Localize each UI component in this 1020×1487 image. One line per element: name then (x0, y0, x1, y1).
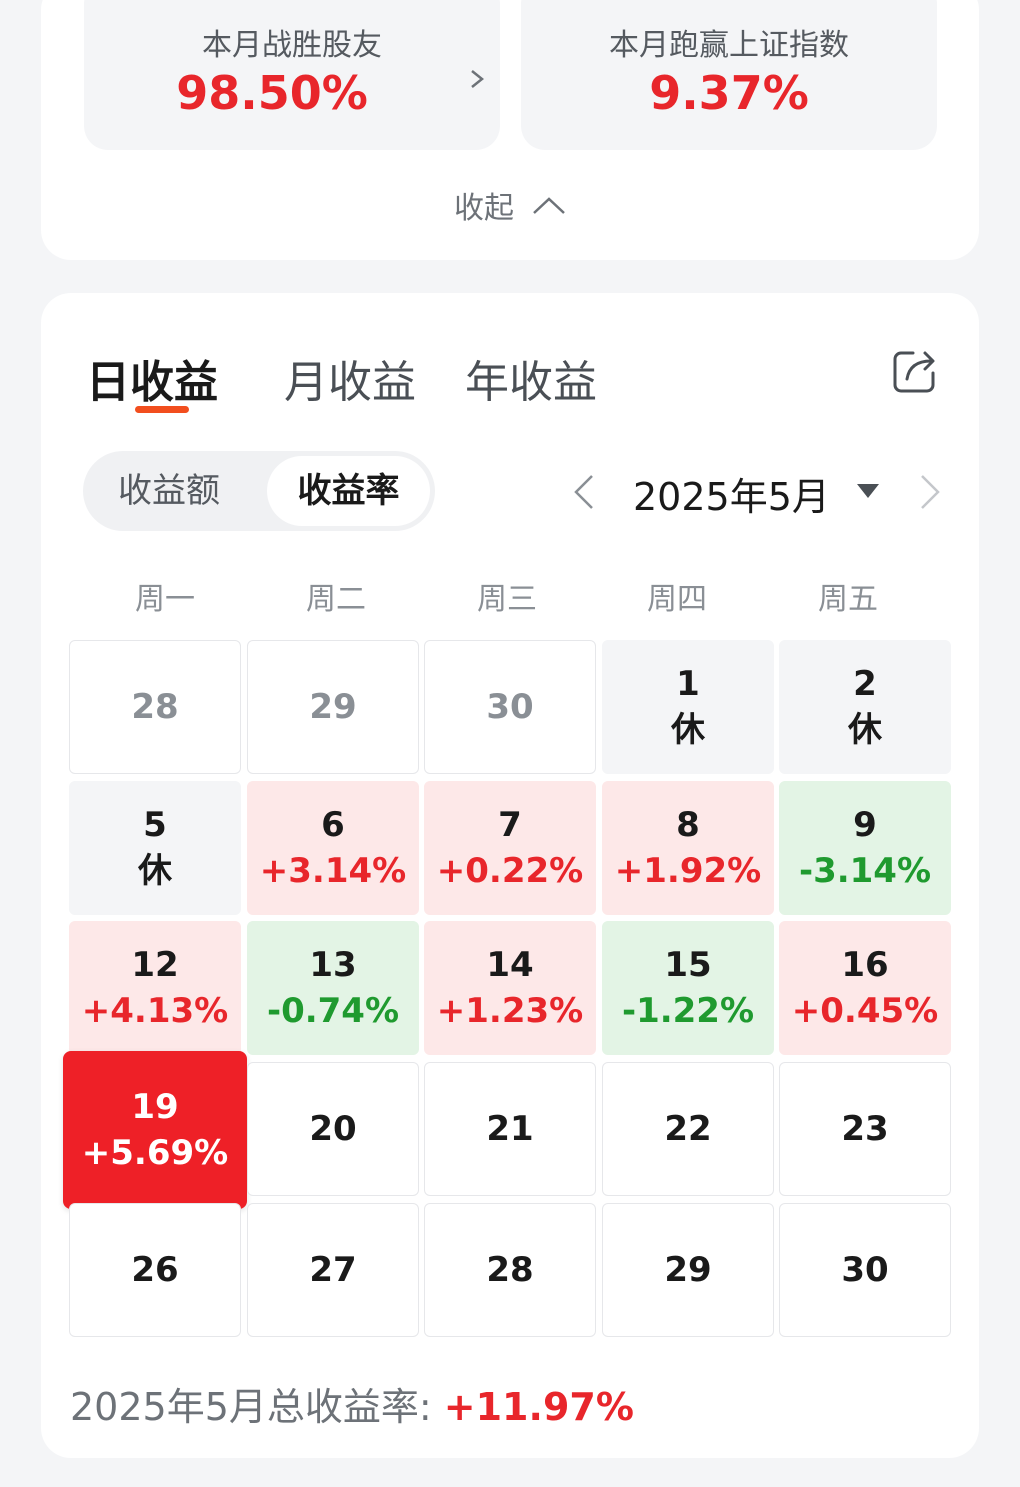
day-number: 5 (143, 802, 167, 848)
day-number: 8 (676, 802, 700, 848)
day-number: 30 (486, 684, 533, 730)
month-label[interactable]: 2025年5月 (633, 466, 830, 521)
calendar-day-cell[interactable]: 30 (424, 640, 596, 774)
chevron-left-icon[interactable] (570, 472, 598, 512)
calendar-day-cell[interactable]: 14 +1.23% (424, 921, 596, 1055)
calendar-day-cell[interactable]: 6 +3.14% (247, 781, 419, 915)
day-return: +4.13% (82, 988, 228, 1034)
holiday-label: 休 (671, 707, 705, 753)
day-number: 14 (486, 942, 533, 988)
beat-index-label: 本月跑赢上证指数 (521, 20, 937, 64)
day-number: 7 (498, 802, 522, 848)
day-number: 29 (664, 1247, 711, 1293)
day-number: 9 (853, 802, 877, 848)
collapse-label: 收起 (454, 183, 514, 227)
month-total: 2025年5月总收益率: +11.97% (70, 1376, 634, 1431)
day-number: 12 (131, 942, 178, 988)
calendar-day-cell[interactable]: 27 (247, 1203, 419, 1337)
calendar-day-cell[interactable]: 28 (424, 1203, 596, 1337)
weekday-mon: 周一 (79, 574, 251, 618)
month-total-label: 2025年5月总收益率: (70, 1385, 432, 1429)
day-number: 23 (841, 1106, 888, 1152)
day-number: 19 (131, 1084, 178, 1130)
toggle-rate[interactable]: 收益率 (267, 456, 430, 526)
triangle-down-icon[interactable] (855, 482, 881, 500)
calendar-day-cell[interactable]: 15 -1.22% (602, 921, 774, 1055)
chevron-right-icon[interactable] (916, 472, 944, 512)
day-number: 6 (321, 802, 345, 848)
share-icon[interactable] (891, 347, 939, 395)
collapse-button[interactable]: 收起 (454, 183, 566, 227)
day-number: 2 (853, 661, 877, 707)
calendar-day-cell[interactable]: 26 (69, 1203, 241, 1337)
day-number: 22 (664, 1106, 711, 1152)
day-number: 28 (131, 684, 178, 730)
day-number: 1 (676, 661, 700, 707)
calendar-day-cell[interactable]: 13 -0.74% (247, 921, 419, 1055)
chevron-up-icon (532, 195, 566, 215)
calendar-day-cell[interactable]: 16 +0.45% (779, 921, 951, 1055)
calendar-day-cell[interactable]: 22 (602, 1062, 774, 1196)
chevron-right-icon (468, 66, 488, 92)
day-return: +5.69% (82, 1130, 228, 1176)
day-return: +1.23% (437, 988, 583, 1034)
calendar-day-cell[interactable]: 23 (779, 1062, 951, 1196)
day-return: -3.14% (799, 848, 931, 894)
calendar-day-cell[interactable]: 29 (602, 1203, 774, 1337)
beat-friends-value: 98.50% (84, 66, 500, 120)
day-number: 13 (309, 942, 356, 988)
day-number: 26 (131, 1247, 178, 1293)
calendar-day-cell[interactable]: 28 (69, 640, 241, 774)
holiday-label: 休 (138, 848, 172, 894)
weekday-fri: 周五 (762, 574, 934, 618)
holiday-label: 休 (848, 707, 882, 753)
day-return: +0.45% (792, 988, 938, 1034)
tab-monthly[interactable]: 月收益 (284, 346, 416, 410)
calendar-day-cell[interactable]: 29 (247, 640, 419, 774)
weekday-thu: 周四 (591, 574, 763, 618)
month-total-value: +11.97% (444, 1385, 634, 1429)
day-return: +1.92% (615, 848, 761, 894)
toggle-amount[interactable]: 收益额 (83, 451, 255, 531)
metric-toggle: 收益额 收益率 (83, 451, 435, 531)
calendar-day-cell[interactable]: 12 +4.13% (69, 921, 241, 1055)
calendar-day-cell[interactable]: 30 (779, 1203, 951, 1337)
day-number: 30 (841, 1247, 888, 1293)
day-number: 16 (841, 942, 888, 988)
tab-yearly[interactable]: 年收益 (465, 346, 597, 410)
beat-friends-box[interactable]: 本月战胜股友 98.50% (84, 0, 500, 150)
calendar-day-cell[interactable]: 21 (424, 1062, 596, 1196)
weekday-wed: 周三 (421, 574, 593, 618)
day-number: 20 (309, 1106, 356, 1152)
day-number: 27 (309, 1247, 356, 1293)
day-return: -0.74% (267, 988, 399, 1034)
tab-daily[interactable]: 日收益 (86, 346, 218, 410)
day-return: +3.14% (260, 848, 406, 894)
beat-friends-label: 本月战胜股友 (84, 20, 500, 64)
beat-index-value: 9.37% (521, 66, 937, 120)
day-number: 15 (664, 942, 711, 988)
day-number: 29 (309, 684, 356, 730)
weekday-tue: 周二 (250, 574, 422, 618)
day-return: -1.22% (622, 988, 754, 1034)
calendar-day-cell[interactable]: 20 (247, 1062, 419, 1196)
day-number: 28 (486, 1247, 533, 1293)
beat-index-box: 本月跑赢上证指数 9.37% (521, 0, 937, 150)
calendar-day-cell[interactable]: 8 +1.92% (602, 781, 774, 915)
calendar-day-cell[interactable]: 9 -3.14% (779, 781, 951, 915)
tab-indicator (135, 406, 189, 413)
calendar-day-cell[interactable]: 7 +0.22% (424, 781, 596, 915)
day-return: +0.22% (437, 848, 583, 894)
calendar-day-cell[interactable]: 19 +5.69% (63, 1051, 247, 1209)
day-number: 21 (486, 1106, 533, 1152)
